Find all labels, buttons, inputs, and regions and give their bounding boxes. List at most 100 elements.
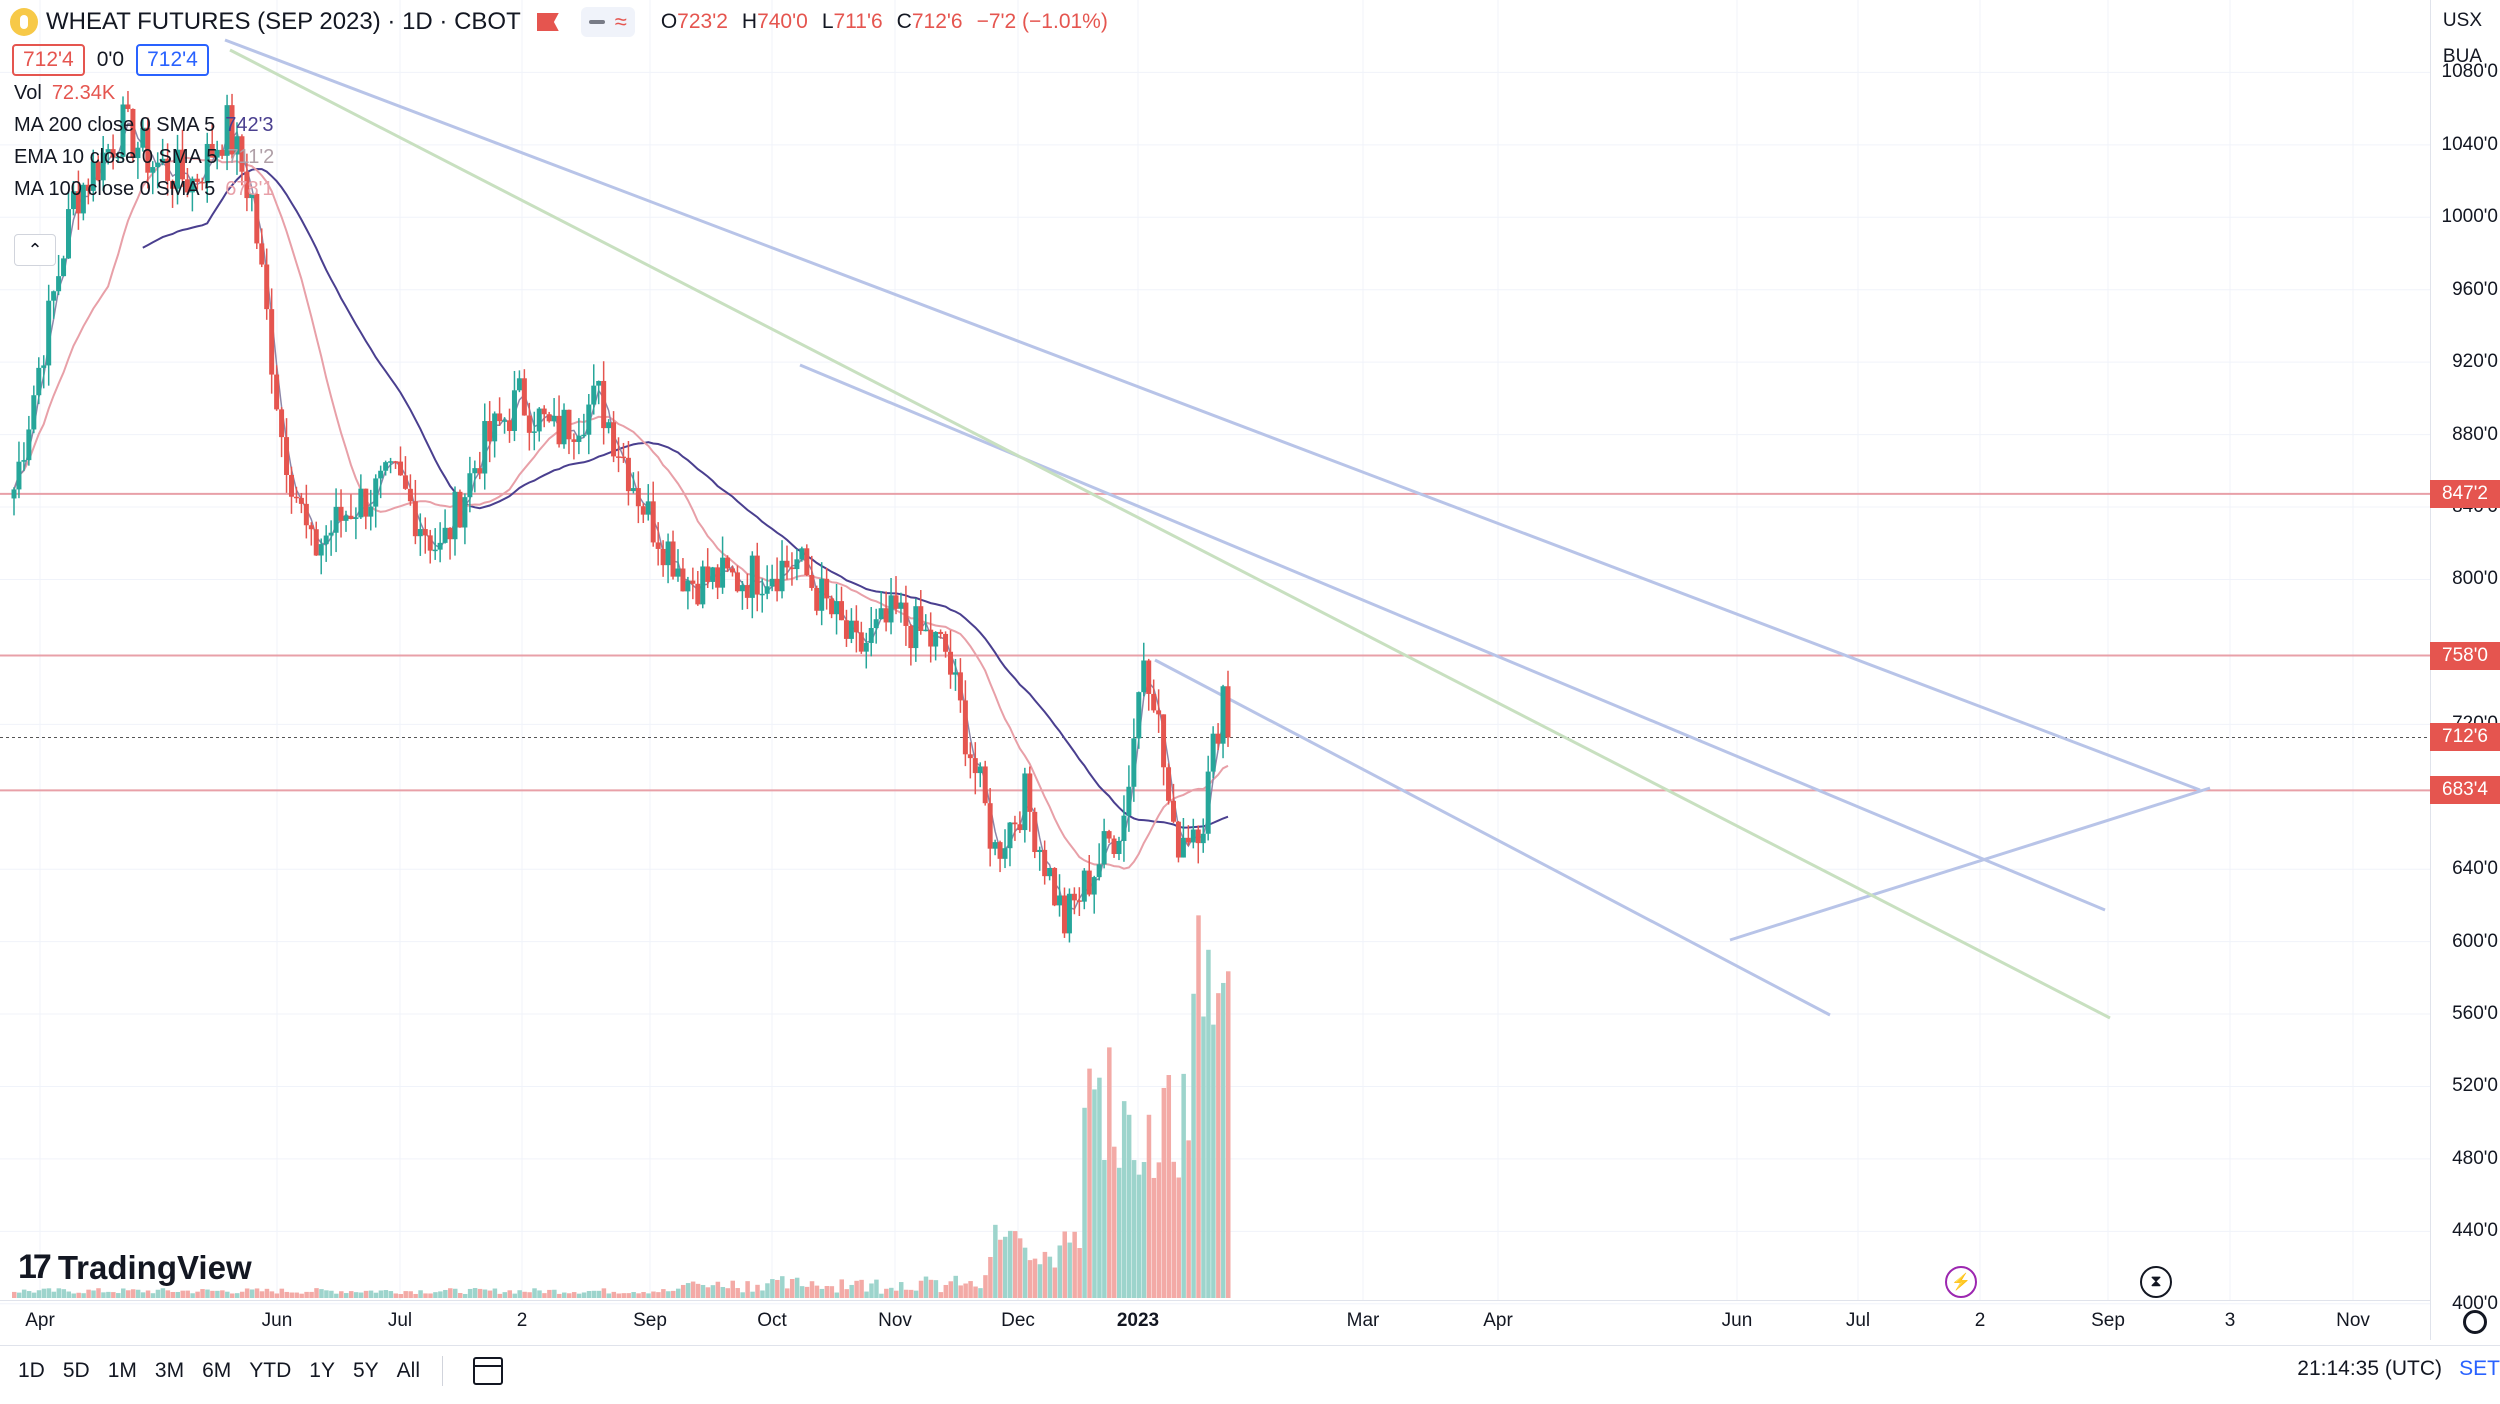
candle[interactable]	[715, 564, 721, 600]
candle[interactable]	[1071, 887, 1077, 915]
candle[interactable]	[586, 394, 592, 455]
range-button-ytd[interactable]: YTD	[249, 1359, 292, 1382]
candle[interactable]	[1200, 818, 1206, 853]
candle[interactable]	[338, 489, 344, 538]
candle[interactable]	[293, 486, 299, 503]
legend-row[interactable]: MA 200 close 0 SMA 5 742'3	[14, 114, 274, 137]
candle[interactable]	[358, 474, 364, 519]
hourglass-icon[interactable]: ⧗	[2140, 1266, 2172, 1298]
candle[interactable]	[1161, 714, 1167, 786]
candle[interactable]	[507, 408, 513, 443]
candle[interactable]	[1215, 723, 1221, 751]
candle[interactable]	[130, 108, 136, 163]
candle[interactable]	[477, 451, 483, 480]
candle[interactable]	[1042, 840, 1048, 885]
candle[interactable]	[809, 555, 815, 591]
candle[interactable]	[650, 481, 656, 547]
candle[interactable]	[1180, 817, 1186, 858]
candle[interactable]	[1096, 843, 1102, 881]
candle[interactable]	[1116, 836, 1122, 861]
candle[interactable]	[794, 549, 800, 581]
candle[interactable]	[1126, 765, 1132, 832]
lightning-icon[interactable]: ⚡	[1945, 1266, 1977, 1298]
candle[interactable]	[839, 586, 845, 621]
candle[interactable]	[140, 118, 146, 152]
candle[interactable]	[848, 608, 854, 644]
candle[interactable]	[170, 179, 176, 208]
candle[interactable]	[343, 510, 349, 532]
range-button-1m[interactable]: 1M	[107, 1359, 137, 1382]
candle[interactable]	[308, 522, 314, 546]
candle[interactable]	[675, 549, 681, 582]
candle[interactable]	[660, 540, 666, 577]
candle[interactable]	[66, 191, 72, 259]
candle[interactable]	[199, 177, 205, 191]
candle[interactable]	[903, 585, 909, 646]
candle[interactable]	[1022, 767, 1028, 843]
candle[interactable]	[274, 365, 280, 411]
candle[interactable]	[11, 487, 17, 516]
candle[interactable]	[1032, 807, 1038, 859]
candle[interactable]	[115, 151, 121, 164]
range-button-1d[interactable]: 1D	[18, 1359, 45, 1382]
candle[interactable]	[774, 557, 780, 602]
candle[interactable]	[754, 542, 760, 612]
candle[interactable]	[1156, 689, 1162, 733]
range-button-1y[interactable]: 1Y	[309, 1359, 335, 1382]
candle[interactable]	[328, 520, 334, 556]
candle[interactable]	[744, 573, 750, 610]
candle[interactable]	[135, 141, 141, 179]
candle[interactable]	[665, 533, 671, 584]
candle[interactable]	[1007, 822, 1013, 867]
range-button-5d[interactable]: 5D	[62, 1359, 90, 1382]
range-button-all[interactable]: All	[396, 1359, 420, 1382]
compare-pill[interactable]: ≈	[580, 7, 635, 37]
candle[interactable]	[487, 401, 493, 463]
candle[interactable]	[194, 173, 200, 190]
candle[interactable]	[933, 631, 939, 661]
candle[interactable]	[179, 129, 185, 187]
candle[interactable]	[804, 544, 810, 577]
candle[interactable]	[1225, 670, 1231, 747]
candle[interactable]	[834, 583, 840, 635]
candle[interactable]	[566, 409, 572, 455]
candle[interactable]	[829, 595, 835, 619]
candle[interactable]	[244, 153, 250, 212]
price-tag[interactable]: 683'4	[2430, 776, 2500, 805]
candle[interactable]	[596, 380, 602, 405]
candle[interactable]	[764, 565, 770, 600]
candle[interactable]	[630, 472, 636, 494]
candle[interactable]	[175, 134, 181, 205]
candle[interactable]	[120, 96, 126, 163]
candle[interactable]	[913, 598, 919, 662]
candle[interactable]	[967, 742, 973, 779]
candle[interactable]	[551, 398, 557, 427]
candle[interactable]	[734, 565, 740, 593]
candle[interactable]	[184, 167, 190, 198]
candle[interactable]	[556, 395, 562, 448]
candle[interactable]	[819, 562, 825, 626]
candle[interactable]	[923, 614, 929, 632]
candle[interactable]	[888, 577, 894, 635]
candle[interactable]	[695, 570, 701, 606]
calendar-icon[interactable]	[473, 1357, 503, 1385]
candle[interactable]	[1086, 855, 1092, 897]
candle[interactable]	[784, 545, 790, 580]
candle[interactable]	[90, 149, 96, 202]
candle[interactable]	[680, 558, 686, 592]
candle[interactable]	[655, 522, 661, 566]
candle[interactable]	[348, 494, 354, 520]
candle[interactable]	[883, 591, 889, 632]
candle[interactable]	[962, 680, 968, 767]
candle[interactable]	[972, 742, 978, 795]
candle[interactable]	[700, 560, 706, 609]
candle[interactable]	[1047, 867, 1053, 881]
candle[interactable]	[234, 122, 240, 175]
candle[interactable]	[85, 178, 91, 205]
candle[interactable]	[224, 94, 230, 171]
candle[interactable]	[918, 590, 924, 635]
candle[interactable]	[189, 176, 195, 212]
candle[interactable]	[239, 134, 245, 186]
candle[interactable]	[1052, 867, 1058, 907]
